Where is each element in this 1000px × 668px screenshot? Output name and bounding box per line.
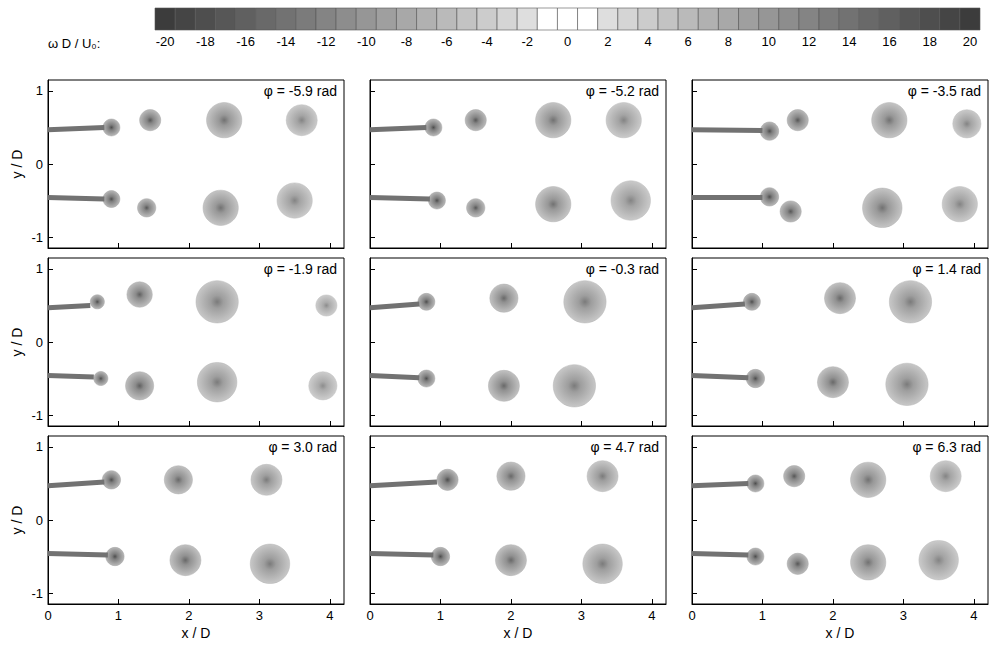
svg-text:φ = -5.9 rad: φ = -5.9 rad: [264, 83, 337, 99]
svg-text:y / D: y / D: [9, 506, 25, 535]
svg-text:-8: -8: [401, 34, 413, 49]
svg-text:-18: -18: [196, 34, 215, 49]
svg-text:-14: -14: [276, 34, 295, 49]
svg-text:φ = -3.5 rad: φ = -3.5 rad: [908, 83, 981, 99]
svg-text:16: 16: [882, 34, 896, 49]
svg-text:10: 10: [761, 34, 775, 49]
svg-text:-20: -20: [156, 34, 175, 49]
svg-text:-4: -4: [481, 34, 493, 49]
svg-text:3: 3: [578, 608, 585, 623]
svg-text:14: 14: [842, 34, 856, 49]
svg-text:0: 0: [366, 608, 373, 623]
svg-text:12: 12: [802, 34, 816, 49]
svg-text:-1: -1: [31, 230, 43, 245]
svg-text:2: 2: [507, 608, 514, 623]
svg-text:φ = 4.7 rad: φ = 4.7 rad: [590, 439, 659, 455]
svg-text:3: 3: [256, 608, 263, 623]
svg-text:4: 4: [970, 608, 977, 623]
svg-text:20: 20: [963, 34, 977, 49]
svg-text:4: 4: [648, 608, 655, 623]
svg-text:-6: -6: [441, 34, 453, 49]
svg-text:x / D: x / D: [504, 625, 533, 641]
svg-text:φ = -0.3 rad: φ = -0.3 rad: [586, 261, 659, 277]
svg-text:0: 0: [36, 157, 43, 172]
svg-text:0: 0: [688, 608, 695, 623]
svg-text:-12: -12: [317, 34, 336, 49]
svg-text:0: 0: [44, 608, 51, 623]
svg-text:2: 2: [185, 608, 192, 623]
svg-text:0: 0: [36, 513, 43, 528]
svg-text:φ = -5.2 rad: φ = -5.2 rad: [586, 83, 659, 99]
svg-text:1: 1: [115, 608, 122, 623]
svg-text:0: 0: [36, 335, 43, 350]
svg-text:1: 1: [36, 83, 43, 98]
svg-text:0: 0: [564, 34, 571, 49]
svg-text:φ = 1.4 rad: φ = 1.4 rad: [912, 261, 981, 277]
svg-text:φ = 6.3 rad: φ = 6.3 rad: [912, 439, 981, 455]
svg-text:3: 3: [900, 608, 907, 623]
svg-text:x / D: x / D: [826, 625, 855, 641]
svg-text:4: 4: [326, 608, 333, 623]
svg-text:2: 2: [604, 34, 611, 49]
svg-text:ω D / U₀:: ω D / U₀:: [48, 36, 100, 51]
svg-text:φ = -1.9 rad: φ = -1.9 rad: [264, 261, 337, 277]
svg-text:-1: -1: [31, 586, 43, 601]
svg-text:-10: -10: [357, 34, 376, 49]
svg-text:18: 18: [922, 34, 936, 49]
svg-text:x / D: x / D: [182, 625, 211, 641]
svg-text:-16: -16: [236, 34, 255, 49]
svg-text:-2: -2: [521, 34, 533, 49]
svg-text:φ = 3.0 rad: φ = 3.0 rad: [268, 439, 337, 455]
svg-text:6: 6: [685, 34, 692, 49]
svg-text:y / D: y / D: [9, 328, 25, 357]
svg-text:4: 4: [644, 34, 651, 49]
svg-text:2: 2: [829, 608, 836, 623]
svg-text:1: 1: [36, 261, 43, 276]
svg-text:y / D: y / D: [9, 150, 25, 179]
svg-text:1: 1: [437, 608, 444, 623]
svg-text:1: 1: [36, 439, 43, 454]
svg-text:1: 1: [759, 608, 766, 623]
svg-text:-1: -1: [31, 408, 43, 423]
svg-text:8: 8: [725, 34, 732, 49]
